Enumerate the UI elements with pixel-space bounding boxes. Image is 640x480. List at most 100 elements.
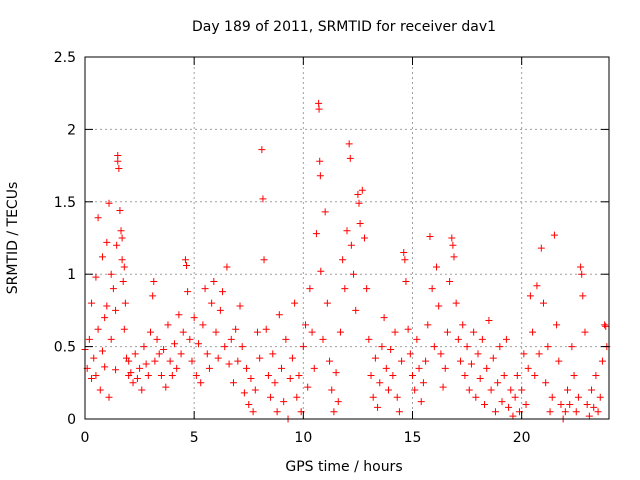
data-point [219, 288, 227, 296]
data-point [433, 263, 441, 271]
data-point [553, 321, 561, 329]
data-point [336, 328, 344, 336]
data-point [401, 256, 409, 264]
data-point [542, 379, 550, 387]
data-point [544, 343, 552, 351]
x-tick-label: 10 [294, 430, 312, 446]
data-point [369, 393, 377, 401]
data-point [168, 372, 176, 380]
data-point [133, 374, 141, 382]
data-point [374, 403, 382, 411]
data-point [395, 408, 403, 416]
data-point [465, 386, 473, 394]
data-point [160, 345, 168, 353]
data-point [522, 401, 530, 409]
data-point [518, 386, 526, 394]
data-point [184, 288, 192, 296]
data-point [524, 364, 532, 372]
data-point [376, 379, 384, 387]
data-point [92, 372, 100, 380]
data-point [437, 350, 445, 358]
data-point [116, 206, 124, 214]
data-point [557, 401, 565, 409]
data-point [413, 335, 421, 343]
data-point [113, 241, 121, 249]
data-point [103, 238, 111, 246]
data-point [142, 360, 150, 368]
data-point [470, 328, 478, 336]
data-point [256, 354, 264, 362]
data-point [356, 220, 364, 228]
data-point [98, 253, 106, 261]
data-point [483, 364, 491, 372]
data-point [103, 302, 111, 310]
data-point [88, 374, 96, 382]
data-point [457, 357, 465, 365]
x-axis-label: GPS time / hours [285, 459, 402, 475]
grid-lines [85, 57, 609, 419]
data-point [164, 321, 172, 329]
data-point [581, 328, 589, 336]
data-point [181, 256, 189, 264]
data-point [203, 350, 211, 358]
data-point [129, 379, 137, 387]
data-point [112, 366, 120, 374]
axes [84, 56, 610, 420]
y-tick-label: 0 [67, 412, 76, 428]
data-point [271, 379, 279, 387]
data-point [308, 328, 316, 336]
data-point [127, 369, 135, 377]
data-point [328, 386, 336, 394]
data-point [446, 277, 454, 285]
data-point [208, 299, 216, 307]
data-point [153, 335, 161, 343]
data-point [92, 273, 100, 281]
data-point [264, 372, 272, 380]
y-tick-label: 1.5 [54, 195, 76, 211]
data-point [400, 248, 408, 256]
data-point [171, 340, 179, 348]
chart-title: Day 189 of 2011, SRMTID for receiver dav… [192, 19, 496, 35]
data-point [548, 393, 556, 401]
data-point [513, 372, 521, 380]
data-point [147, 328, 154, 336]
data-point [363, 285, 371, 293]
data-point [192, 372, 200, 380]
data-point [378, 343, 386, 351]
data-point [339, 256, 347, 264]
data-point [422, 357, 430, 365]
data-point [393, 393, 401, 401]
data-point [415, 364, 423, 372]
data-point [216, 306, 224, 314]
data-point [367, 372, 375, 380]
data-point [105, 393, 113, 401]
data-point [107, 335, 115, 343]
data-point [223, 263, 231, 271]
data-point [535, 350, 543, 358]
data-point [131, 350, 139, 358]
data-point [550, 231, 558, 239]
data-point [481, 401, 489, 409]
data-point [94, 325, 102, 333]
data-point [310, 364, 318, 372]
data-point [411, 386, 419, 394]
data-point [278, 364, 285, 372]
data-point [502, 335, 510, 343]
data-point [354, 191, 362, 199]
plot-frame [84, 56, 610, 420]
x-tick-label: 15 [404, 430, 422, 446]
data-point [312, 230, 320, 238]
y-tick-label: 2.5 [54, 50, 76, 66]
data-point [227, 335, 235, 343]
data-point [474, 350, 482, 358]
data-point [441, 364, 449, 372]
data-point [505, 403, 513, 411]
data-point [398, 357, 406, 365]
data-point [107, 270, 115, 278]
data-point [245, 401, 253, 409]
data-point [173, 364, 181, 372]
data-point [489, 354, 497, 362]
data-point [201, 285, 209, 293]
data-point [306, 285, 314, 293]
data-point [210, 277, 218, 285]
